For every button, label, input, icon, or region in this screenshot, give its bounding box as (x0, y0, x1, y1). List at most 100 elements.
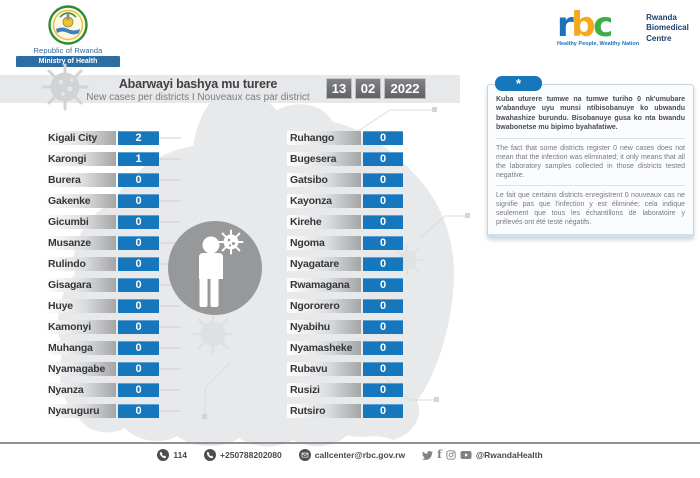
district-name: Rulindo (45, 257, 116, 271)
district-value: 0 (363, 341, 403, 355)
district-value: 0 (363, 173, 403, 187)
note-french: Le fait que certains districts enregistr… (496, 185, 685, 227)
date-day: 13 (326, 78, 352, 99)
district-row: Rusizi 0 (287, 383, 403, 397)
email-icon (298, 449, 311, 461)
district-value: 0 (118, 404, 159, 418)
district-name: Nyagatare (287, 257, 361, 271)
district-name: Rusizi (287, 383, 361, 397)
district-value: 0 (363, 194, 403, 208)
district-name: Gisagara (45, 278, 116, 292)
district-row: Ruhango 0 (287, 131, 403, 145)
district-name: Ruhango (287, 131, 361, 145)
district-name: Gatsibo (287, 173, 361, 187)
report-date: 13 02 2022 (326, 78, 426, 99)
rbc-logo: rbc Healthy People, Wealthy Nation Rwand… (557, 5, 697, 47)
social-handle: @RwandaHealth (475, 450, 543, 460)
note-kinyarwanda: Kuba uturere tumwe na tumwe turiho 0 nk'… (496, 96, 685, 132)
district-value: 0 (363, 320, 403, 334)
hotline-short: 114 (157, 449, 187, 461)
youtube-icon (460, 451, 472, 459)
circuit-nodes (202, 107, 470, 419)
district-value: 0 (118, 341, 159, 355)
district-name: Muhanga (45, 341, 116, 355)
page-subtitle: New cases per districts I Nouveaux cas p… (86, 92, 310, 103)
district-row: Nyamagabe 0 (45, 362, 159, 376)
district-row: Rubavu 0 (287, 362, 403, 376)
district-row: Rwamagana 0 (287, 278, 403, 292)
info-note-box: * Kuba uturere tumwe na tumwe turiho 0 n… (487, 76, 694, 237)
district-row: Nyaruguru 0 (45, 404, 159, 418)
district-name: Kigali City (45, 131, 116, 145)
asterisk-tab: * (495, 76, 542, 91)
district-value: 0 (363, 131, 403, 145)
district-name: Rutsiro (287, 404, 361, 418)
phone-icon (204, 449, 217, 461)
district-value: 0 (118, 383, 159, 397)
district-row: Nyabihu 0 (287, 320, 403, 334)
district-row: Gisagara 0 (45, 278, 159, 292)
district-value: 0 (118, 362, 159, 376)
district-row: Gakenke 0 (45, 194, 159, 208)
district-value: 0 (363, 257, 403, 271)
district-value: 0 (118, 194, 159, 208)
social-media: f @RwandaHealth (422, 448, 543, 461)
district-name: Bugesera (287, 152, 361, 166)
callcenter-email: callcenter@rbc.gov.rw (298, 449, 405, 461)
district-value: 0 (118, 257, 159, 271)
district-row: Muhanga 0 (45, 341, 159, 355)
district-value: 0 (363, 362, 403, 376)
district-row: Huye 0 (45, 299, 159, 313)
district-row: Rulindo 0 (45, 257, 159, 271)
district-row: Karongi 1 (45, 152, 159, 166)
district-row: Rutsiro 0 (287, 404, 403, 418)
twitter-icon (422, 450, 434, 460)
date-year: 2022 (384, 78, 426, 99)
date-month: 02 (355, 78, 381, 99)
hotline-phone: +250788202080 (204, 449, 282, 461)
district-name: Gakenke (45, 194, 116, 208)
district-name: Rubavu (287, 362, 361, 376)
district-value: 0 (363, 383, 403, 397)
moh-country-label: Republic of Rwanda (33, 46, 103, 55)
district-list-right: Ruhango 0 Bugesera 0 Gatsibo 0 Kayonza 0 Kirehe 0… (287, 131, 403, 418)
person-virus-icon (168, 221, 262, 315)
district-row: Nyamasheke 0 (287, 341, 403, 355)
district-name: Huye (45, 299, 116, 313)
footer-divider (0, 442, 700, 444)
district-value: 2 (118, 131, 159, 145)
district-name: Ngororero (287, 299, 361, 313)
district-name: Rwamagana (287, 278, 361, 292)
district-row: Nyagatare 0 (287, 257, 403, 271)
footer-contacts: 114 +250788202080 callcenter@rbc.gov.rw … (0, 449, 700, 461)
district-row: Gicumbi 0 (45, 215, 159, 229)
district-row: Musanze 0 (45, 236, 159, 250)
rbc-tagline: Healthy People, Wealthy Nation (557, 41, 640, 47)
district-name: Ngoma (287, 236, 361, 250)
district-row: Kamonyi 0 (45, 320, 159, 334)
district-name: Nyaruguru (45, 404, 116, 418)
moh-ministry-label: Ministry of Health (16, 56, 120, 67)
header-virus-icon (41, 63, 89, 111)
district-value: 0 (118, 236, 159, 250)
ministry-of-health-logo: Republic of Rwanda Ministry of Health (16, 5, 120, 67)
district-value: 0 (363, 299, 403, 313)
district-row: Burera 0 (45, 173, 159, 187)
phone-icon (157, 449, 170, 461)
rwanda-seal-icon (48, 5, 88, 45)
page-title: Abarwayi bashya mu turere (118, 77, 278, 91)
district-value: 1 (118, 152, 159, 166)
facebook-icon: f (437, 448, 442, 461)
district-row: Ngoma 0 (287, 236, 403, 250)
district-name: Nyamasheke (287, 341, 361, 355)
district-name: Musanze (45, 236, 116, 250)
district-value: 0 (363, 278, 403, 292)
district-name: Gicumbi (45, 215, 116, 229)
district-row: Nyanza 0 (45, 383, 159, 397)
district-name: Kamonyi (45, 320, 116, 334)
district-name: Kayonza (287, 194, 361, 208)
district-name: Burera (45, 173, 116, 187)
district-value: 0 (118, 278, 159, 292)
rbc-acronym: rbc (557, 5, 613, 45)
district-value: 0 (118, 299, 159, 313)
